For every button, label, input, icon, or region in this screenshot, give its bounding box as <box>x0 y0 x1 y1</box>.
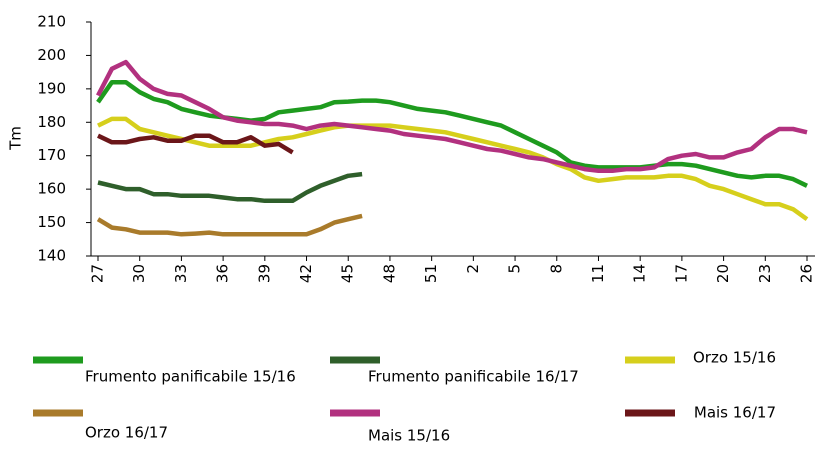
x-tick-label: 36 <box>214 264 232 283</box>
x-tick-label: 27 <box>89 264 107 283</box>
legend-label: Orzo 15/16 <box>693 349 776 367</box>
x-tick-label: 45 <box>339 264 357 283</box>
x-tick-label: 33 <box>172 264 190 283</box>
x-tick-label: 20 <box>714 264 732 283</box>
legend-label: Frumento panificabile 16/17 <box>368 368 579 386</box>
x-tick-label: 11 <box>589 264 607 283</box>
y-tick-label: 200 <box>37 46 66 64</box>
y-axis-label: Tm <box>7 126 25 151</box>
series-line <box>97 133 294 155</box>
y-tick-label: 170 <box>37 146 66 164</box>
series-line <box>96 59 808 174</box>
x-tick-label: 2 <box>464 264 482 274</box>
x-tick-label: 42 <box>297 264 315 283</box>
y-tick-label: 150 <box>37 213 66 231</box>
x-tick-label: 5 <box>506 264 524 274</box>
series-line <box>97 116 809 222</box>
series-line <box>96 79 808 188</box>
x-tick-label: 48 <box>380 264 398 283</box>
legend-label: Orzo 16/17 <box>85 424 168 442</box>
legend-label: Mais 16/17 <box>694 404 776 422</box>
y-tick-label: 140 <box>37 247 66 265</box>
legend-label: Mais 15/16 <box>368 427 450 445</box>
y-tick-label: 190 <box>37 79 66 97</box>
x-tick-label: 8 <box>547 264 565 274</box>
y-tick-label: 160 <box>37 180 66 198</box>
x-tick-label: 51 <box>422 264 440 283</box>
y-tick-label: 180 <box>37 113 66 131</box>
x-tick-label: 30 <box>130 264 148 283</box>
legend-label: Frumento panificabile 15/16 <box>85 368 296 386</box>
x-tick-label: 26 <box>798 264 816 283</box>
series-line <box>96 213 363 237</box>
x-tick-label: 17 <box>672 264 690 283</box>
x-tick-label: 14 <box>631 264 649 283</box>
x-tick-label: 39 <box>255 264 273 283</box>
x-tick-label: 23 <box>756 264 774 283</box>
y-tick-label: 210 <box>37 13 66 31</box>
series-line <box>97 171 363 204</box>
